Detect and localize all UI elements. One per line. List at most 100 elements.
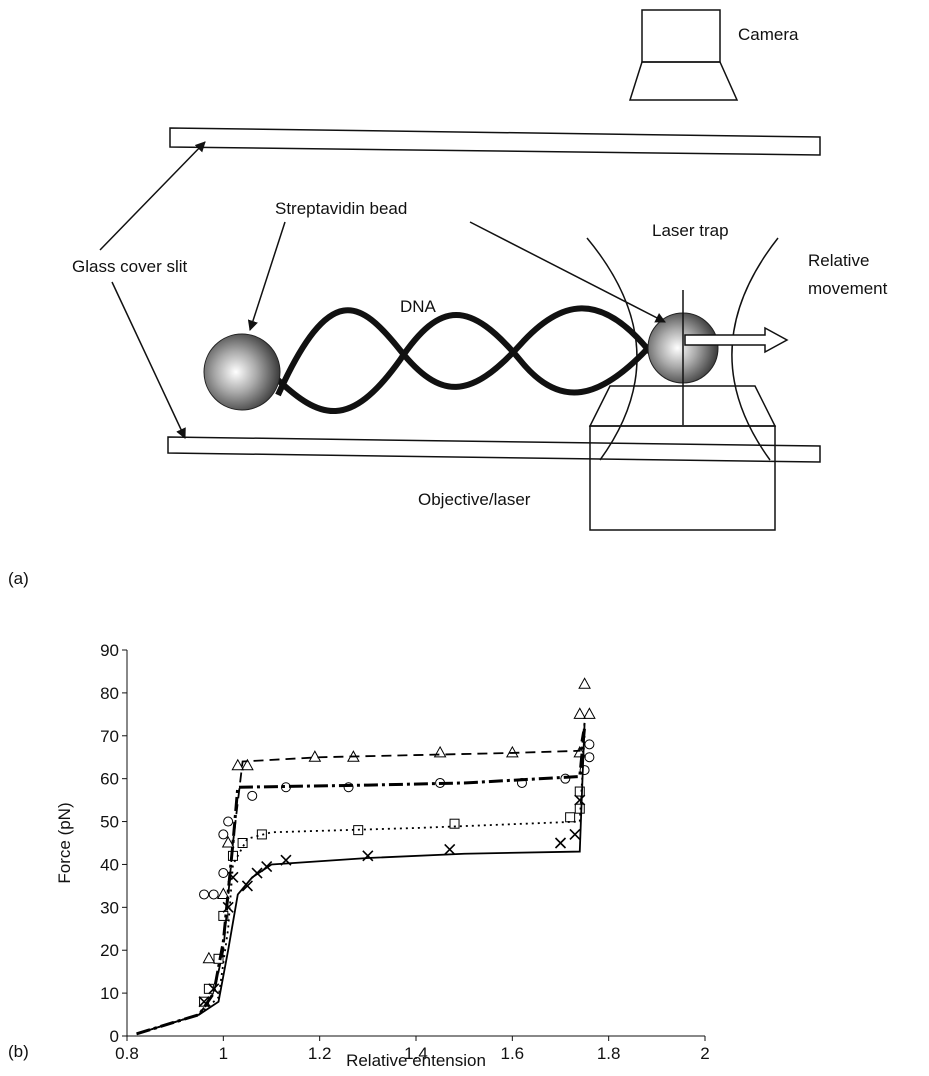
marker [227, 871, 239, 883]
label: Camera [738, 25, 799, 44]
diagram: Camera Streptavidin bead Laser trap Rela… [8, 9, 888, 588]
marker [573, 745, 587, 758]
y-tick-label: 0 [110, 1027, 119, 1046]
marker [433, 745, 447, 758]
x-tick-label: 1 [219, 1044, 228, 1063]
label: Glass cover slit [72, 257, 188, 276]
glass-bottom [167, 436, 821, 463]
objective-body [589, 425, 776, 531]
laser-arc [586, 237, 638, 461]
bead [203, 333, 281, 411]
y-tick-label: 70 [100, 727, 119, 746]
laser-arc [731, 237, 779, 461]
marker [202, 951, 216, 964]
panel-label: (a) [8, 569, 29, 588]
x-tick-label: 2 [700, 1044, 709, 1063]
marker [221, 835, 235, 848]
y-tick-label: 90 [100, 641, 119, 660]
marker [218, 829, 229, 840]
marker [435, 777, 446, 788]
dna-strand [275, 305, 653, 397]
marker [347, 750, 360, 762]
marker [584, 739, 595, 750]
marker [343, 782, 354, 793]
marker [362, 850, 374, 862]
arrow [247, 221, 286, 331]
y-tick-label: 50 [100, 813, 119, 832]
label: Objective/laser [418, 490, 531, 509]
marker [574, 794, 586, 806]
dna-strand [273, 312, 653, 414]
panel-label: (b) [8, 1042, 29, 1061]
marker [505, 745, 519, 758]
marker [583, 707, 596, 719]
movement-arrow [684, 326, 789, 354]
y-tick-label: 60 [100, 770, 119, 789]
line [136, 722, 586, 1035]
marker [241, 880, 253, 892]
marker [198, 996, 210, 1008]
marker [218, 868, 229, 879]
marker [578, 677, 591, 689]
marker [256, 829, 267, 840]
marker [213, 953, 224, 964]
marker [565, 812, 576, 823]
marker [261, 861, 273, 873]
marker [560, 773, 571, 784]
marker [199, 889, 210, 900]
marker [516, 777, 527, 788]
line [136, 727, 587, 1036]
marker [573, 707, 587, 719]
marker [241, 758, 254, 771]
marker [247, 790, 258, 801]
marker [203, 983, 214, 994]
marker [208, 889, 219, 900]
marker [216, 887, 230, 899]
marker [280, 854, 292, 866]
marker [199, 996, 210, 1007]
x-axis-label: Relative entension [346, 1051, 486, 1070]
camera-lens [628, 61, 739, 101]
label: Relative [808, 251, 869, 270]
marker [449, 818, 460, 829]
marker [237, 838, 248, 848]
marker [579, 765, 590, 776]
marker [231, 758, 245, 771]
arrow [111, 281, 186, 439]
marker [574, 803, 585, 814]
label: Streptavidin bead [275, 199, 407, 218]
y-tick-label: 20 [100, 941, 119, 960]
x-tick-label: 0.8 [115, 1044, 139, 1063]
label: DNA [400, 297, 437, 316]
marker [227, 850, 238, 861]
x-tick-label: 1.8 [597, 1044, 621, 1063]
x-tick-label: 1.4 [404, 1044, 428, 1063]
marker [353, 825, 364, 836]
x-tick-label: 1.2 [308, 1044, 332, 1063]
y-tick-label: 80 [100, 684, 119, 703]
arrow [99, 141, 206, 251]
y-tick-label: 40 [100, 855, 119, 874]
x-tick-label: 1.6 [501, 1044, 525, 1063]
chart: 0 10 20 30 40 50 60 70 80 90 0.8 1 1.2 1.4 1.6 1.8 2 Rela… [55, 641, 710, 1070]
y-tick-label: 10 [100, 984, 119, 1003]
marker [222, 901, 234, 913]
marker [308, 750, 322, 762]
marker [223, 816, 234, 827]
marker [280, 782, 291, 793]
marker [208, 983, 220, 995]
marker [569, 828, 581, 840]
label: Laser trap [652, 221, 729, 240]
marker [444, 843, 456, 855]
label: movement [808, 279, 888, 298]
y-tick-label: 30 [100, 898, 119, 917]
line [136, 722, 586, 1035]
marker [251, 867, 263, 879]
arrow [469, 221, 666, 323]
y-axis-label: Force (pN) [55, 802, 74, 883]
camera-body [641, 9, 721, 63]
glass-top [169, 127, 821, 156]
marker [574, 786, 585, 797]
marker [554, 837, 567, 849]
